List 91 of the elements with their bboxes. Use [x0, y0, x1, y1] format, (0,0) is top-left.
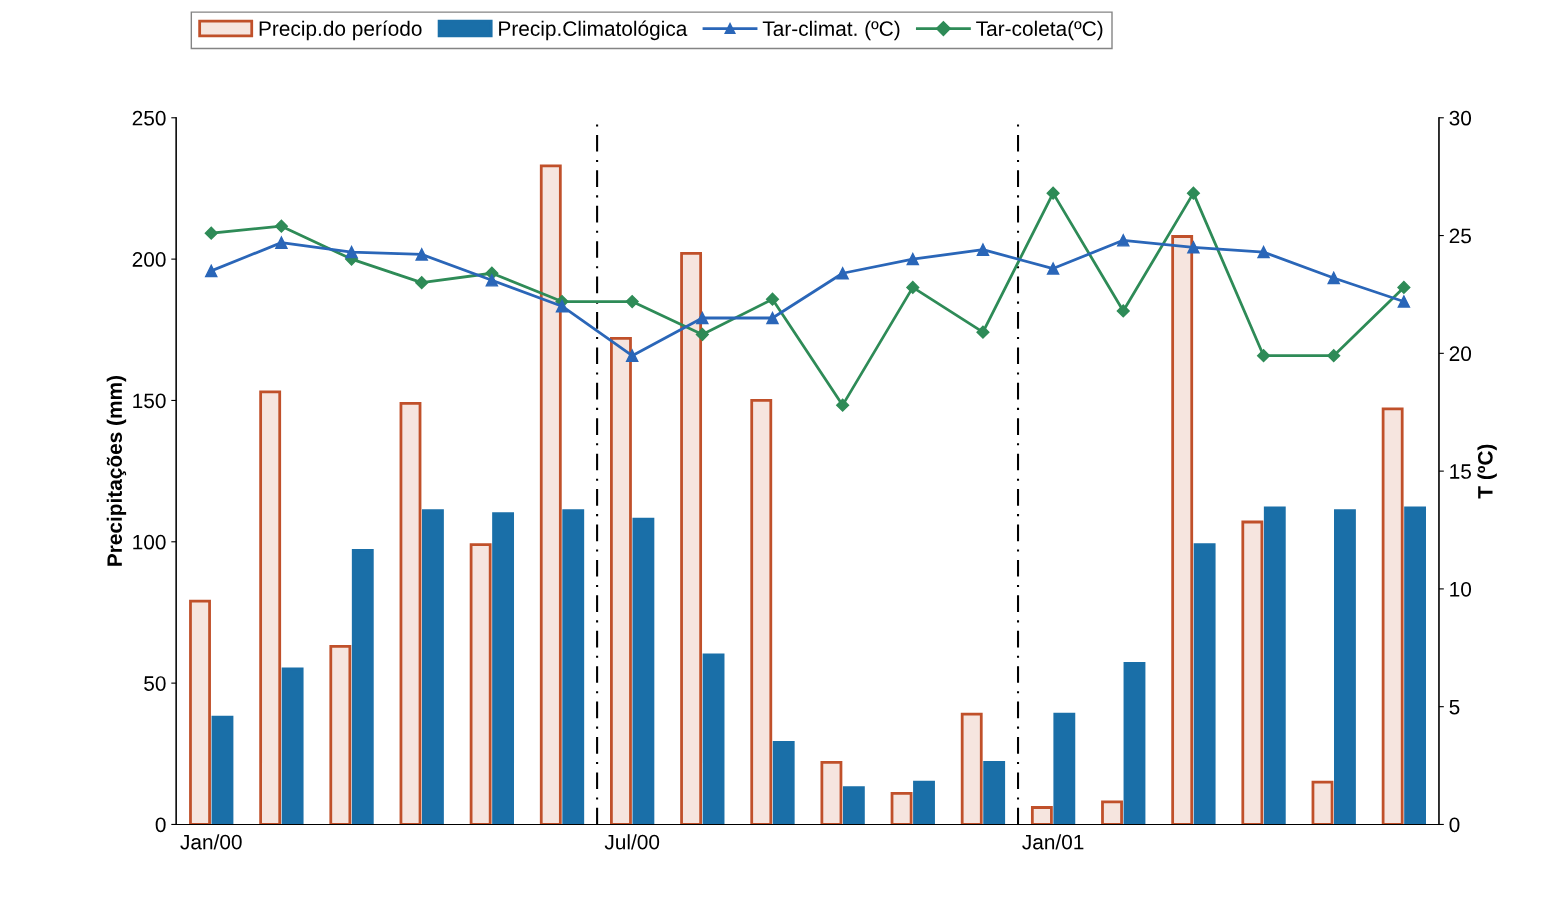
y2-tick-label: 30: [1449, 110, 1472, 126]
bar: [1381, 407, 1404, 825]
point: [696, 311, 709, 325]
y-tick-label: 200: [132, 252, 166, 267]
bar: [329, 644, 352, 825]
y-tick-label: 0: [155, 817, 166, 833]
y2-tick-label: 10: [1450, 581, 1472, 597]
point: [1117, 234, 1130, 247]
bar: [422, 509, 444, 825]
bar: [1334, 509, 1356, 825]
point: [1046, 186, 1060, 200]
point: [1256, 349, 1271, 363]
point: [1257, 245, 1270, 259]
bar: [610, 336, 632, 825]
point: [1187, 241, 1200, 254]
y2-tick-label: 20: [1449, 346, 1472, 362]
bar: [1404, 506, 1427, 825]
legend-label: Precip.do período: [259, 20, 422, 41]
point: [766, 311, 779, 325]
y2-tick-label: 5: [1449, 699, 1460, 715]
bar: [890, 791, 913, 825]
point: [1397, 295, 1411, 308]
point: [274, 219, 288, 233]
point: [415, 276, 429, 290]
bar: [750, 399, 773, 825]
y2-tick-label: 0: [1449, 817, 1460, 833]
point: [204, 226, 218, 240]
legend-label: Precip.Climatológica: [499, 20, 688, 41]
y-tick-label: 150: [133, 393, 166, 409]
legend-label: Tar-climat. (ºC): [762, 20, 900, 41]
bar: [1171, 235, 1194, 825]
x-tick-label: Jan/01: [1022, 834, 1084, 850]
bar: [1123, 661, 1146, 825]
bar: [1193, 543, 1216, 825]
bar: [960, 712, 983, 825]
bar: [492, 512, 515, 825]
y-tick-label: 100: [133, 534, 166, 550]
bar: [469, 543, 492, 825]
point: [906, 252, 920, 266]
bar: [281, 667, 304, 825]
point: [1046, 262, 1060, 275]
bar: [259, 390, 282, 825]
point: [695, 327, 709, 342]
bar: [680, 252, 703, 825]
y2-tick-label: 15: [1450, 464, 1471, 479]
point: [976, 243, 990, 256]
point: [836, 266, 849, 280]
bar: [1053, 712, 1076, 825]
y2-axis-title: T (ºC): [1477, 444, 1497, 499]
point: [1327, 349, 1341, 363]
point: [625, 349, 639, 362]
bar: [351, 548, 374, 825]
bar: [913, 780, 935, 825]
point: [976, 325, 990, 339]
y-tick-label: 50: [144, 676, 166, 691]
bar: [1311, 780, 1334, 825]
point: [906, 280, 920, 294]
point: [1397, 280, 1411, 294]
point: [1116, 304, 1130, 318]
bar: [1030, 806, 1053, 825]
y2-tick-label: 25: [1449, 228, 1471, 244]
point: [765, 292, 780, 306]
bar: [399, 401, 422, 825]
bar: [983, 760, 1006, 825]
x-tick-label: Jan/00: [180, 834, 242, 850]
bar: [842, 786, 865, 825]
point: [1327, 271, 1340, 285]
bar: [1101, 800, 1123, 825]
bar: [211, 715, 234, 825]
bar: [820, 760, 843, 825]
point: [345, 245, 358, 259]
bar: [539, 164, 562, 825]
point: [836, 398, 850, 412]
point: [275, 236, 288, 249]
bar: [632, 517, 655, 825]
legend-label: Tar-coleta(ºC): [976, 20, 1103, 41]
bar: [189, 599, 211, 825]
bar: [562, 509, 585, 825]
bar: [702, 653, 725, 825]
x-tick-label: Jul/00: [604, 834, 660, 850]
point: [1186, 186, 1201, 200]
y-tick-label: 250: [132, 110, 166, 126]
point: [625, 294, 639, 309]
bar: [772, 741, 795, 825]
bar: [1263, 506, 1286, 825]
y-axis-title: Precipitações (mm): [106, 376, 127, 566]
point: [204, 264, 218, 278]
point: [485, 274, 499, 287]
point: [555, 299, 569, 313]
point: [415, 248, 428, 261]
bar: [1241, 520, 1264, 825]
